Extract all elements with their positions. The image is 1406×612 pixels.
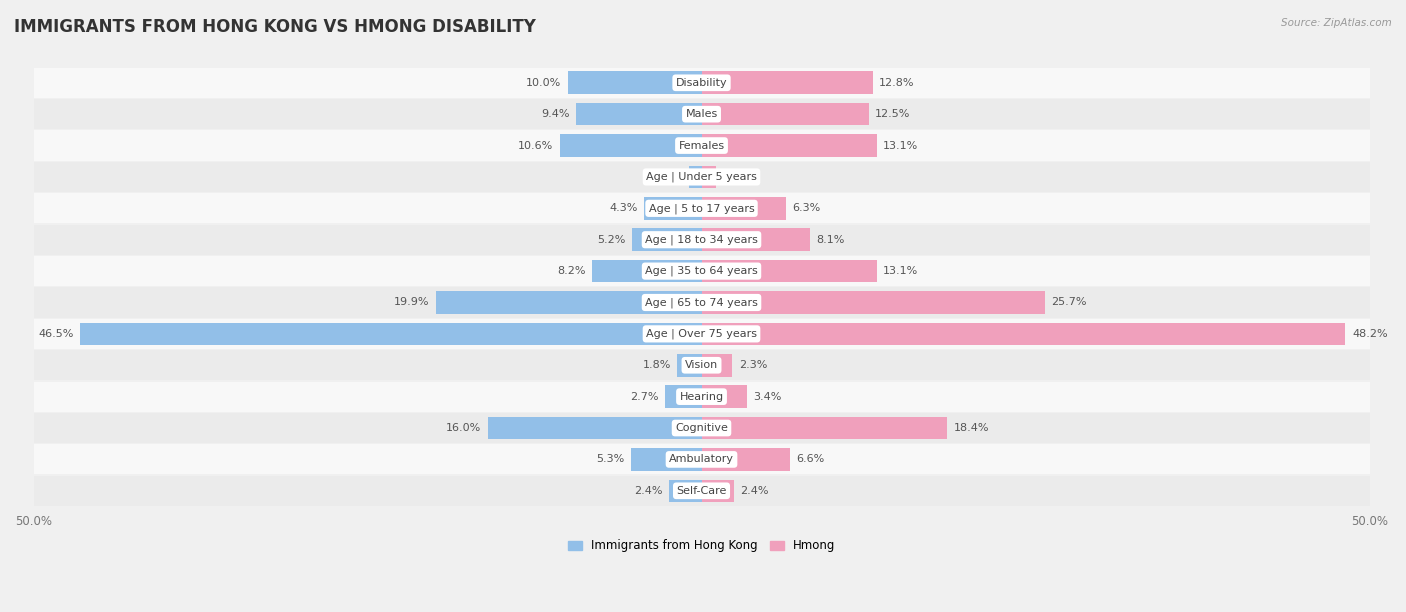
Bar [560, 134, 702, 157]
Bar [34, 225, 1369, 255]
Bar [34, 413, 1369, 443]
Bar [702, 103, 869, 125]
Text: 13.1%: 13.1% [883, 266, 918, 276]
Text: 25.7%: 25.7% [1052, 297, 1087, 307]
Text: 6.3%: 6.3% [793, 203, 821, 214]
Bar [689, 166, 702, 188]
Bar [702, 166, 716, 188]
Bar [669, 480, 702, 502]
Text: 2.3%: 2.3% [740, 360, 768, 370]
Text: 4.3%: 4.3% [609, 203, 637, 214]
Text: 46.5%: 46.5% [38, 329, 73, 339]
Text: Age | Over 75 years: Age | Over 75 years [645, 329, 756, 339]
Bar [34, 99, 1369, 129]
Text: 8.2%: 8.2% [557, 266, 585, 276]
Text: 16.0%: 16.0% [446, 423, 481, 433]
Text: 1.8%: 1.8% [643, 360, 671, 370]
Bar [702, 72, 873, 94]
Bar [702, 354, 733, 376]
Text: 12.5%: 12.5% [875, 109, 911, 119]
Bar [678, 354, 702, 376]
Bar [34, 256, 1369, 286]
Text: 5.2%: 5.2% [598, 235, 626, 245]
Text: Females: Females [679, 141, 724, 151]
Text: 3.4%: 3.4% [754, 392, 782, 401]
Bar [568, 72, 702, 94]
Text: 2.7%: 2.7% [630, 392, 659, 401]
Text: Cognitive: Cognitive [675, 423, 728, 433]
Text: 0.95%: 0.95% [647, 172, 682, 182]
Text: Hearing: Hearing [679, 392, 724, 401]
Text: 10.0%: 10.0% [526, 78, 561, 88]
Text: 2.4%: 2.4% [741, 486, 769, 496]
Text: 1.1%: 1.1% [723, 172, 751, 182]
Bar [576, 103, 702, 125]
Bar [631, 448, 702, 471]
Text: Self-Care: Self-Care [676, 486, 727, 496]
Bar [702, 197, 786, 220]
Text: 6.6%: 6.6% [796, 455, 825, 465]
Bar [34, 68, 1369, 98]
Bar [702, 448, 790, 471]
Text: 5.3%: 5.3% [596, 455, 624, 465]
Text: Age | 5 to 17 years: Age | 5 to 17 years [648, 203, 755, 214]
Bar [702, 323, 1346, 345]
Bar [34, 381, 1369, 412]
Legend: Immigrants from Hong Kong, Hmong: Immigrants from Hong Kong, Hmong [562, 535, 841, 557]
Bar [702, 291, 1045, 314]
Text: Ambulatory: Ambulatory [669, 455, 734, 465]
Text: Disability: Disability [676, 78, 727, 88]
Text: 13.1%: 13.1% [883, 141, 918, 151]
Bar [702, 260, 876, 282]
Text: 12.8%: 12.8% [879, 78, 915, 88]
Bar [592, 260, 702, 282]
Bar [702, 134, 876, 157]
Bar [436, 291, 702, 314]
Text: 18.4%: 18.4% [955, 423, 990, 433]
Text: Age | Under 5 years: Age | Under 5 years [647, 172, 756, 182]
Bar [702, 480, 734, 502]
Bar [34, 444, 1369, 474]
Bar [644, 197, 702, 220]
Bar [34, 288, 1369, 318]
Text: Age | 35 to 64 years: Age | 35 to 64 years [645, 266, 758, 277]
Text: 48.2%: 48.2% [1353, 329, 1388, 339]
Text: Vision: Vision [685, 360, 718, 370]
Text: IMMIGRANTS FROM HONG KONG VS HMONG DISABILITY: IMMIGRANTS FROM HONG KONG VS HMONG DISAB… [14, 18, 536, 36]
Bar [665, 386, 702, 408]
Text: Age | 65 to 74 years: Age | 65 to 74 years [645, 297, 758, 308]
Bar [34, 193, 1369, 223]
Bar [80, 323, 702, 345]
Text: 10.6%: 10.6% [517, 141, 553, 151]
Text: 8.1%: 8.1% [817, 235, 845, 245]
Bar [702, 228, 810, 251]
Text: Age | 18 to 34 years: Age | 18 to 34 years [645, 234, 758, 245]
Text: Source: ZipAtlas.com: Source: ZipAtlas.com [1281, 18, 1392, 28]
Bar [34, 350, 1369, 380]
Text: 2.4%: 2.4% [634, 486, 662, 496]
Bar [702, 417, 948, 439]
Text: Males: Males [685, 109, 717, 119]
Bar [633, 228, 702, 251]
Bar [34, 130, 1369, 160]
Bar [488, 417, 702, 439]
Bar [34, 476, 1369, 506]
Bar [34, 162, 1369, 192]
Text: 9.4%: 9.4% [541, 109, 569, 119]
Text: 19.9%: 19.9% [394, 297, 429, 307]
Bar [702, 386, 747, 408]
Bar [34, 319, 1369, 349]
